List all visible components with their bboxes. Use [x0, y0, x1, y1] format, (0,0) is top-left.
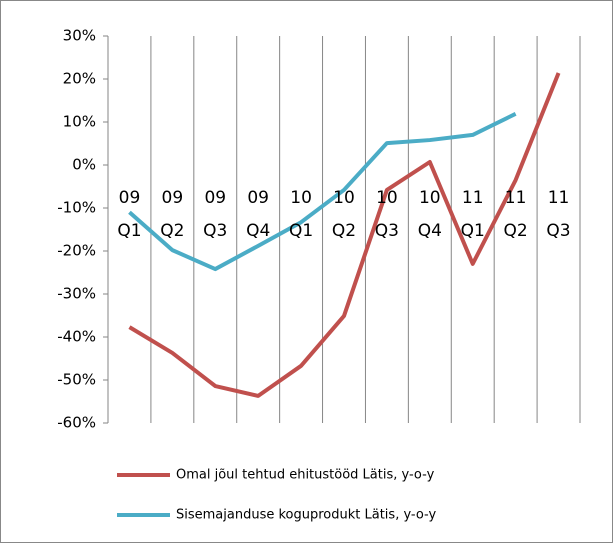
x-tick-label: 11 Q1 [460, 188, 485, 241]
y-tick-label: -20% [57, 242, 96, 260]
x-tick-label: 09 Q2 [160, 188, 185, 241]
y-tick-label: -40% [57, 328, 96, 346]
y-tick-label: 10% [63, 113, 96, 131]
y-tick-label: -10% [57, 199, 96, 217]
x-tick-label: 10 Q3 [374, 188, 399, 241]
legend-label: Omal jõul tehtud ehitustööd Lätis, y-o-y [176, 468, 435, 483]
y-tick-label: -30% [57, 285, 96, 303]
y-tick-label: 30% [63, 27, 96, 45]
series-line [128, 72, 561, 398]
x-tick-label: 11 Q3 [546, 188, 571, 241]
series-line [128, 112, 517, 272]
y-tick-label: 20% [63, 70, 96, 88]
y-tick-label: -50% [57, 371, 96, 389]
x-tick-label: 09 Q1 [117, 188, 142, 241]
x-tick-label: 09 Q3 [203, 188, 228, 241]
x-tick-label: 10 Q1 [288, 188, 314, 241]
legend-label: Sisemajanduse koguprodukt Lätis, y-o-y [176, 508, 437, 523]
x-tick-label: 10 Q2 [331, 188, 357, 241]
y-tick-label: 0% [72, 156, 96, 174]
x-tick-label: 11 Q2 [503, 188, 528, 241]
x-tick-label: 09 Q4 [246, 188, 271, 241]
y-tick-label: -60% [57, 414, 96, 432]
x-tick-label: 10 Q4 [417, 188, 442, 241]
